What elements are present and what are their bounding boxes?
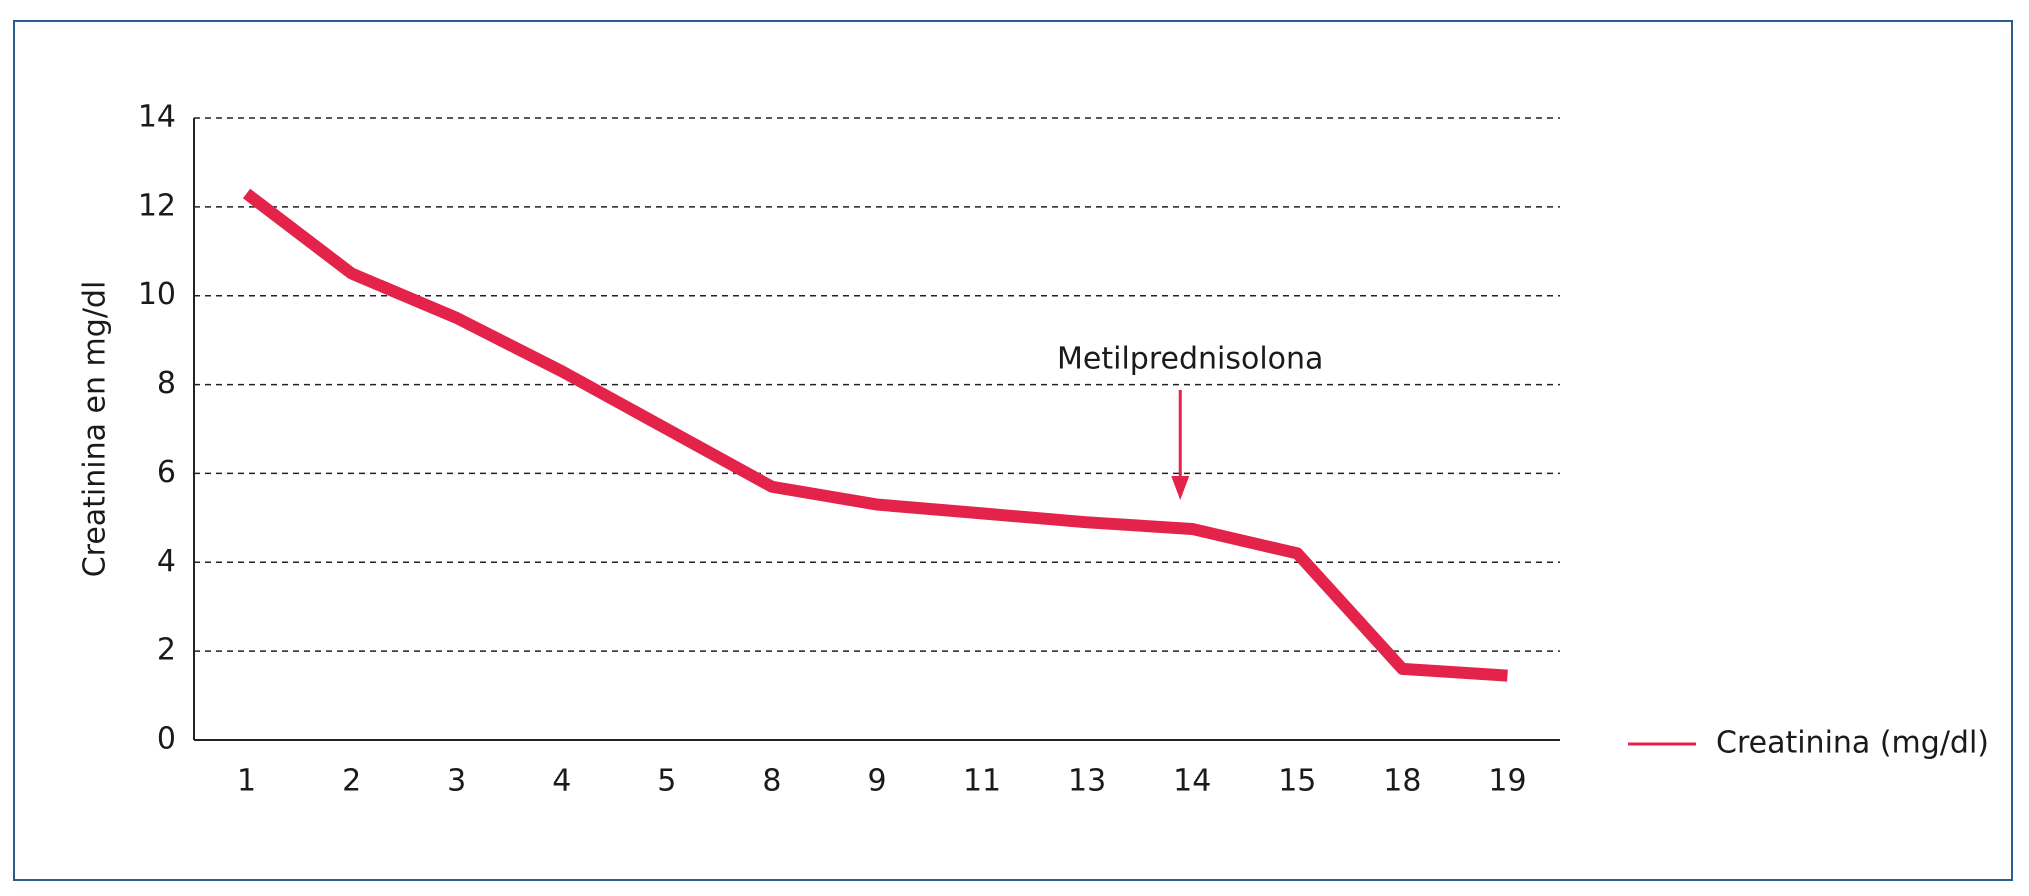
frame — [13, 20, 2013, 881]
annotation: Metilprednisolona — [1057, 342, 1323, 377]
x-tick-label: 14 — [1173, 764, 1211, 799]
y-tick-label: 10 — [138, 277, 176, 312]
x-tick-label: 3 — [447, 764, 466, 799]
x-tick-label: 11 — [963, 764, 1001, 799]
y-tick-label: 0 — [157, 722, 176, 757]
data-line — [242, 188, 1508, 682]
x-tick-label: 8 — [762, 764, 781, 799]
y-tick-label: 6 — [157, 455, 176, 490]
x-tick-label: 9 — [867, 764, 886, 799]
x-tick-label: 4 — [552, 764, 571, 799]
x-tick-label: 13 — [1068, 764, 1106, 799]
annotation-arrowhead — [1171, 476, 1190, 500]
y-tick-label: 4 — [157, 544, 176, 579]
y-axis-label: Creatinina en mg/dl — [78, 281, 113, 578]
y-tick-label: 2 — [157, 633, 176, 668]
y-tick-label: 12 — [138, 188, 176, 223]
y-tick-label: 14 — [138, 100, 176, 135]
x-tick-label: 15 — [1278, 764, 1316, 799]
legend-label: Creatinina (mg/dl) — [1716, 726, 1989, 761]
x-tick-label: 18 — [1383, 764, 1421, 799]
x-tick-label: 19 — [1488, 764, 1526, 799]
x-tick-label: 2 — [342, 764, 361, 799]
x-tick-label: 5 — [657, 764, 676, 799]
x-tick-label: 1 — [237, 764, 256, 799]
y-tick-label: 8 — [157, 366, 176, 401]
